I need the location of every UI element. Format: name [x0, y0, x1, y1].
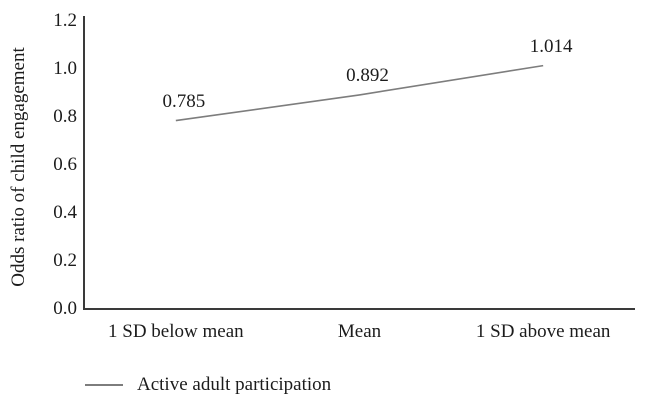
- data-label: 1.014: [529, 35, 573, 57]
- series-line: [175, 64, 544, 122]
- x-tick-label: Mean: [337, 321, 382, 342]
- y-tick-label: 0.6: [53, 154, 77, 175]
- data-label: 0.892: [346, 64, 389, 86]
- y-tick-label: 0.2: [53, 250, 77, 271]
- y-axis-title: Odds ratio of child engagement: [8, 47, 29, 287]
- x-tick-label: 1 SD below mean: [108, 321, 244, 342]
- y-tick-label: 1.0: [53, 58, 77, 79]
- x-tick-label: 1 SD above mean: [475, 321, 611, 342]
- y-tick-label: 1.2: [53, 10, 77, 31]
- data-label: 0.785: [162, 90, 206, 112]
- legend-label: Active adult participation: [137, 374, 332, 395]
- legend: Active adult participation: [85, 372, 331, 398]
- legend-line-marker: [85, 384, 123, 386]
- y-tick-label: 0.4: [53, 202, 77, 223]
- y-tick-label: 0.8: [53, 106, 77, 127]
- y-tick-label: 0.0: [53, 298, 77, 319]
